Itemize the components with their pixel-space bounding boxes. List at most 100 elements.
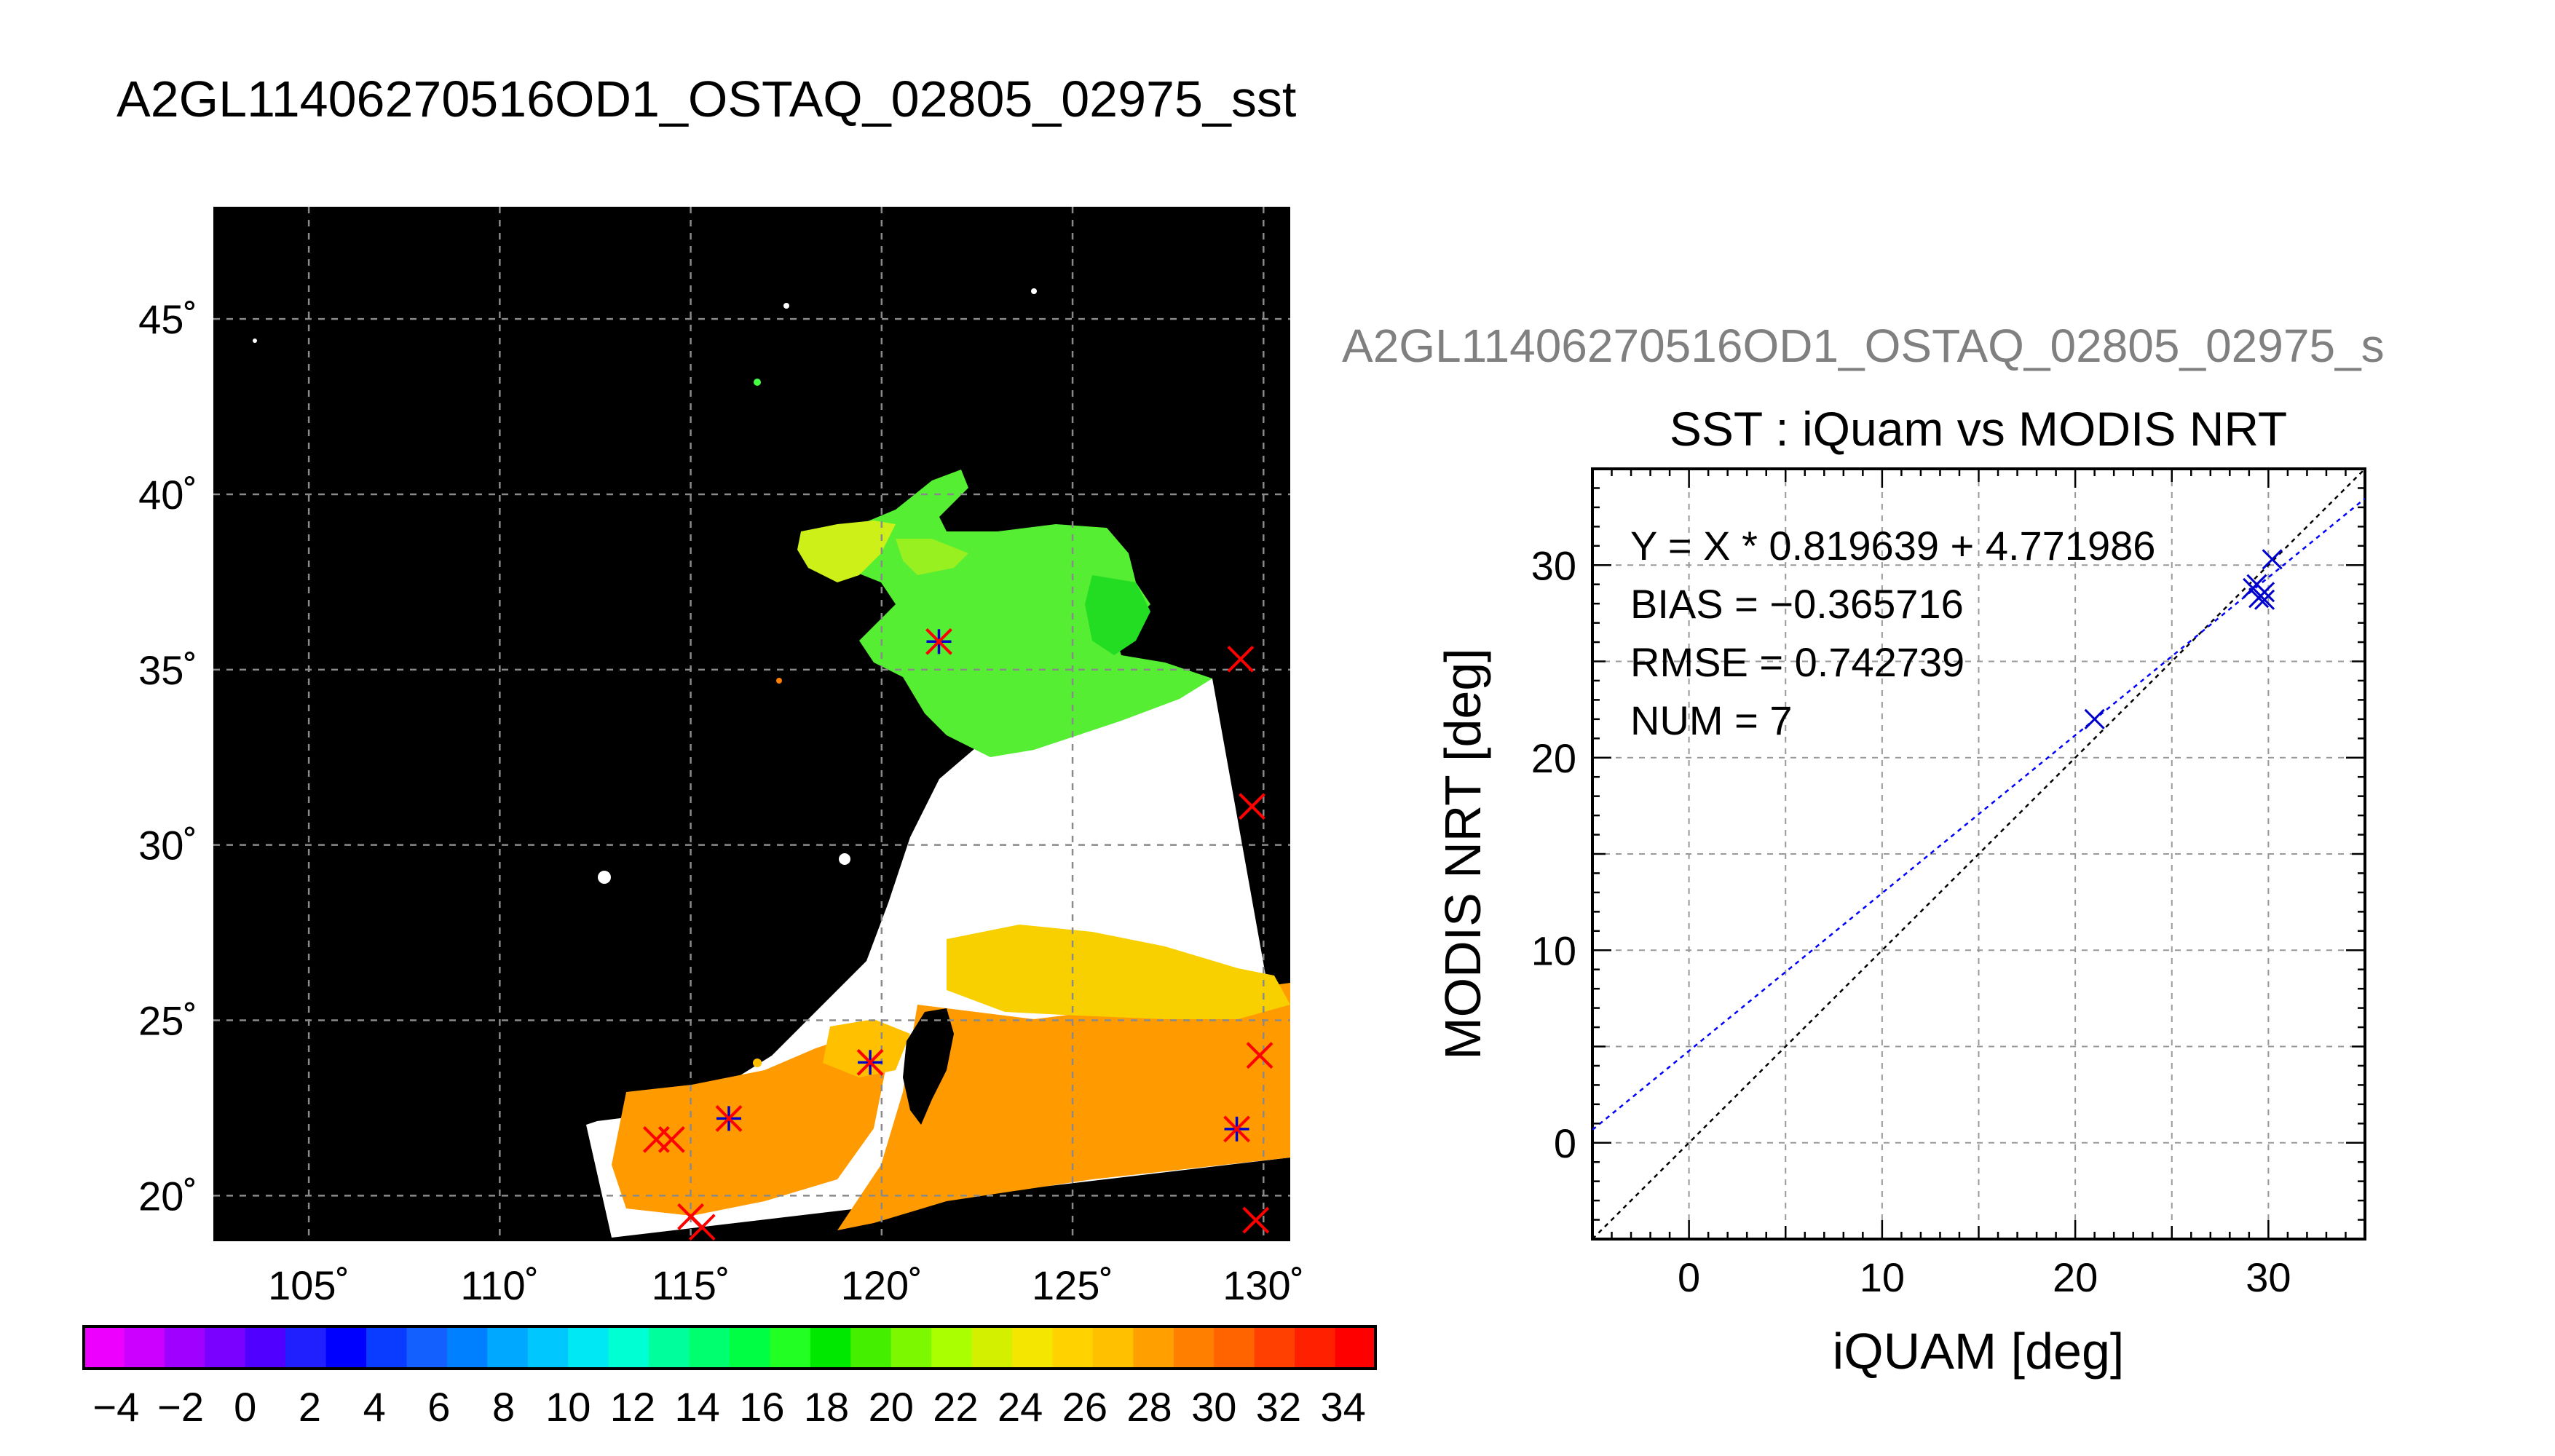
cloud-speck [753, 1059, 762, 1067]
map-match-point [657, 1125, 685, 1153]
y-tick-label: 10 [1531, 927, 1576, 973]
map-match-point [688, 1214, 716, 1241]
colorbar-swatch [1052, 1326, 1094, 1369]
colorbar-swatch [487, 1326, 529, 1369]
colorbar-tick-label: 30 [1191, 1384, 1236, 1430]
scatter-plot: 0 10 20 30 0 10 20 30 Y = X * 0.819639 + 4.7719… [1434, 467, 2366, 1380]
fit-line [1592, 497, 2365, 1131]
sst-region-yellow-sea-north [896, 539, 968, 575]
cloud-speck [1031, 288, 1037, 294]
y-tick-label: 20 [1531, 735, 1576, 781]
map-lat-tick-label: 25˚ [138, 998, 197, 1044]
colorbar-tick-label: 2 [299, 1384, 321, 1430]
colorbar-tick-label: 0 [234, 1384, 256, 1430]
map-marker-red [925, 628, 952, 655]
cloud-speck [907, 844, 921, 859]
map-match-point [1239, 793, 1265, 820]
x-tick-label: 30 [2246, 1254, 2291, 1300]
y-tick-label: 0 [1554, 1120, 1576, 1166]
map-lon-tick-label: 125˚ [1032, 1262, 1113, 1308]
colorbar-swatch [406, 1326, 448, 1369]
colorbar-swatch [931, 1326, 973, 1369]
colorbar-frame [82, 1325, 1377, 1370]
x-tick-label: 0 [1678, 1254, 1700, 1300]
colorbar-swatch [689, 1326, 730, 1369]
map-marker-red [715, 1104, 743, 1132]
colorbar-swatch [446, 1326, 488, 1369]
scatter-point-stroke [2254, 589, 2275, 610]
map-match-point [856, 1048, 884, 1076]
colorbar-swatch [770, 1326, 811, 1369]
colorbar-swatch [366, 1326, 408, 1369]
map-lat-tick-label: 45˚ [138, 296, 197, 342]
colorbar-tick-label: 26 [1062, 1384, 1107, 1430]
sst-colorbar: −4 −2 0 2 4 6 8 10 12 14 16 18 20 22 24 26 28 30 32 34 [82, 1325, 1377, 1430]
cloud-speck [754, 379, 761, 386]
colorbar-swatch [810, 1326, 851, 1369]
colorbar-swatch [205, 1326, 246, 1369]
map-marker-red [1242, 1206, 1270, 1234]
map-marker-red [856, 1048, 884, 1076]
x-tick-label: 10 [1860, 1254, 1905, 1300]
cloud-speck [598, 871, 611, 884]
map-lon-tick-label: 110˚ [460, 1262, 539, 1308]
colorbar-swatch [1173, 1326, 1215, 1369]
scatter-point-stroke [2262, 549, 2283, 570]
colorbar-swatch [1012, 1326, 1054, 1369]
map-match-point [1242, 1206, 1270, 1234]
map-lat-tick-label: 40˚ [138, 472, 197, 518]
colorbar-tick-label: 28 [1126, 1384, 1172, 1430]
map-lon-tick-label: 130˚ [1223, 1262, 1304, 1308]
identity-line [1592, 469, 2365, 1239]
map-marker-red [1227, 645, 1255, 673]
colorbar-tick-label: 18 [804, 1384, 849, 1430]
colorbar-tick-label: 10 [545, 1384, 591, 1430]
cloud-speck [839, 853, 850, 865]
x-axis-label: iQUAM [deg] [1833, 1323, 2125, 1380]
colorbar-swatch [568, 1326, 609, 1369]
scatter-title: SST : iQuam vs MODIS NRT [1670, 402, 2287, 456]
colorbar-swatch [285, 1326, 327, 1369]
scatter-points [2084, 549, 2283, 729]
sst-region-south-china-coast [612, 1034, 888, 1216]
colorbar-swatch [84, 1326, 125, 1369]
colorbar-tick-label: 8 [492, 1384, 515, 1430]
scatter-point [2262, 549, 2283, 570]
colorbar-swatch [124, 1326, 165, 1369]
colorbar-swatch [1254, 1326, 1295, 1369]
colorbar-tick-label: 32 [1256, 1384, 1301, 1430]
colorbar-swatch [730, 1326, 771, 1369]
sst-region-east-china-sea-south [947, 925, 1290, 1019]
map-lon-tick-label: 105˚ [268, 1262, 350, 1308]
page-title: A2GL11406270516OD1_OSTAQ_02805_02975_sst [117, 71, 1296, 127]
map-marker-red [688, 1214, 716, 1241]
sst-region-liaodong [797, 521, 896, 582]
map-marker-red [657, 1125, 685, 1153]
colorbar-swatch [608, 1326, 649, 1369]
map-grid [213, 207, 1290, 1241]
colorbar-tick-label: 34 [1321, 1384, 1366, 1430]
scatter-point-stroke [2084, 708, 2105, 729]
colorbar-swatch [1295, 1326, 1336, 1369]
map-lon-tick-label: 115˚ [652, 1262, 730, 1308]
map-match-point [925, 628, 952, 655]
scatter-header: A2GL11406270516OD1_OSTAQ_02805_02975_s [1342, 320, 2385, 372]
map-marker-red [1223, 1115, 1250, 1143]
map-lat-tick-label: 20˚ [138, 1173, 197, 1219]
map-marker-red [1239, 793, 1265, 820]
colorbar-swatch [527, 1326, 569, 1369]
map-tick-labels: 105˚ 110˚ 115˚ 120˚ 125˚ 130˚ 20˚ 25˚ 30˚ 35˚ 40˚ 4… [138, 296, 1304, 1308]
scatter-point-stroke [2254, 582, 2275, 603]
taiwan-island [903, 1008, 954, 1125]
colorbar-swatch [164, 1326, 205, 1369]
colorbar-tick-label: 20 [869, 1384, 914, 1430]
scatter-point [2084, 708, 2105, 729]
colorbar-swatch [850, 1326, 892, 1369]
cloud-speck [253, 339, 257, 343]
map-match-point [1246, 1042, 1273, 1069]
colorbar-tick-label: 6 [427, 1384, 450, 1430]
colorbar-swatch [1214, 1326, 1255, 1369]
colorbar-tick-label: 4 [363, 1384, 386, 1430]
scatter-point [2254, 589, 2275, 610]
